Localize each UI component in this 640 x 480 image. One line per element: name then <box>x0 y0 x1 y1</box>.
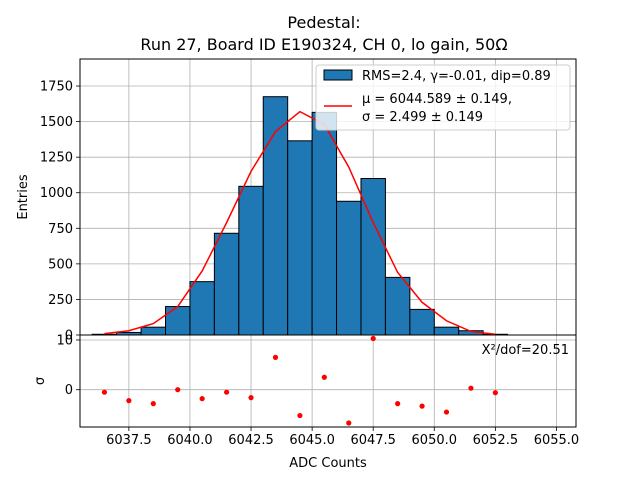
gaussian-fit-line <box>104 110 496 336</box>
residuals-frame <box>79 334 577 428</box>
histogram-bar <box>189 281 215 336</box>
histogram-bars <box>91 96 509 336</box>
legend-label-fit-mu: μ = 6044.589 ± 0.149, <box>362 92 512 107</box>
histogram-y-tick-label: 0 <box>65 329 73 344</box>
histogram-y-tick-label: 500 <box>48 257 73 272</box>
x-tick-label: 6040.0 <box>167 433 213 448</box>
residual-point <box>175 387 181 393</box>
residual-point <box>468 385 474 391</box>
x-tick-label: 6042.5 <box>228 433 274 448</box>
residual-point <box>370 335 376 342</box>
chart-title-line1: Pedestal: <box>287 13 360 32</box>
histogram-bar <box>287 140 313 336</box>
histogram-bar <box>238 185 264 336</box>
histogram-y-tick-label: 1000 <box>40 186 73 201</box>
residual-point <box>224 389 230 395</box>
legend: RMS=2.4, γ=-0.01, dip=0.89 μ = 6044.589 … <box>315 64 571 131</box>
residual-point <box>321 374 327 380</box>
x-axis-ticks: 6037.5 6040.0 6042.5 6045.0 6047.5 6050.0 6052… <box>106 427 579 448</box>
y-axis-label-sigma: σ <box>33 377 48 385</box>
residual-point <box>248 395 254 401</box>
histogram-bar <box>409 308 435 336</box>
residual-point <box>492 390 498 396</box>
histogram-y-tick-label: 1500 <box>40 115 73 130</box>
histogram-y-tick-label: 1750 <box>40 80 73 95</box>
histogram-bar <box>140 326 167 336</box>
histogram-y-ticks: 0 250 500 750 1000 1250 1500 1750 <box>40 80 80 344</box>
histogram-bar <box>213 232 240 336</box>
histogram-bar <box>336 200 362 336</box>
histogram-bar <box>311 111 338 336</box>
residuals-y-tick-label: 0 <box>65 383 73 398</box>
residual-point <box>346 420 352 426</box>
x-tick-label: 6055.0 <box>534 433 580 448</box>
histogram-y-tick-label: 1250 <box>40 151 73 166</box>
x-tick-label: 6037.5 <box>106 433 152 448</box>
histogram-bar <box>384 276 411 336</box>
legend-patch-histogram <box>323 69 353 81</box>
residual-point <box>150 401 156 407</box>
legend-label-fit-sigma: σ = 2.499 ± 0.149 <box>362 110 483 125</box>
residuals-grid <box>80 335 576 427</box>
residuals-panel: 0 10 6037.5 6040.0 6042.5 6045.0 6047.5 6050.0… <box>33 333 579 471</box>
legend-label-histogram: RMS=2.4, γ=-0.01, dip=0.89 <box>362 69 551 84</box>
histogram-panel: 0 250 500 750 1000 1250 1500 1750 RMS=2.4, γ=-0… <box>16 58 577 344</box>
residual-point <box>443 409 450 415</box>
legend-box <box>315 64 571 131</box>
residual-point <box>395 401 401 407</box>
histogram-y-tick-label: 750 <box>48 222 73 237</box>
residual-point <box>297 412 303 419</box>
residual-points <box>101 335 498 426</box>
x-tick-label: 6050.0 <box>412 433 458 448</box>
residuals-y-tick-label: 10 <box>56 333 73 348</box>
residual-point <box>101 389 108 395</box>
residuals-y-ticks: 0 10 <box>56 333 80 398</box>
chi2-annotation: X²/dof=20.51 <box>482 343 569 358</box>
residual-point <box>419 403 425 409</box>
x-axis-label: ADC Counts <box>289 456 367 471</box>
x-tick-label: 6047.5 <box>350 433 396 448</box>
residual-point <box>199 396 205 402</box>
histogram-bar <box>165 306 191 336</box>
histogram-y-tick-label: 250 <box>48 293 73 308</box>
chart-title-line2: Run 27, Board ID E190324, CH 0, lo gain,… <box>140 35 507 54</box>
residual-point <box>272 354 279 360</box>
x-tick-label: 6052.5 <box>473 433 519 448</box>
x-tick-label: 6045.0 <box>289 433 335 448</box>
y-axis-label-entries: Entries <box>16 174 31 220</box>
residual-point <box>126 398 132 404</box>
histogram-bar <box>433 326 460 336</box>
